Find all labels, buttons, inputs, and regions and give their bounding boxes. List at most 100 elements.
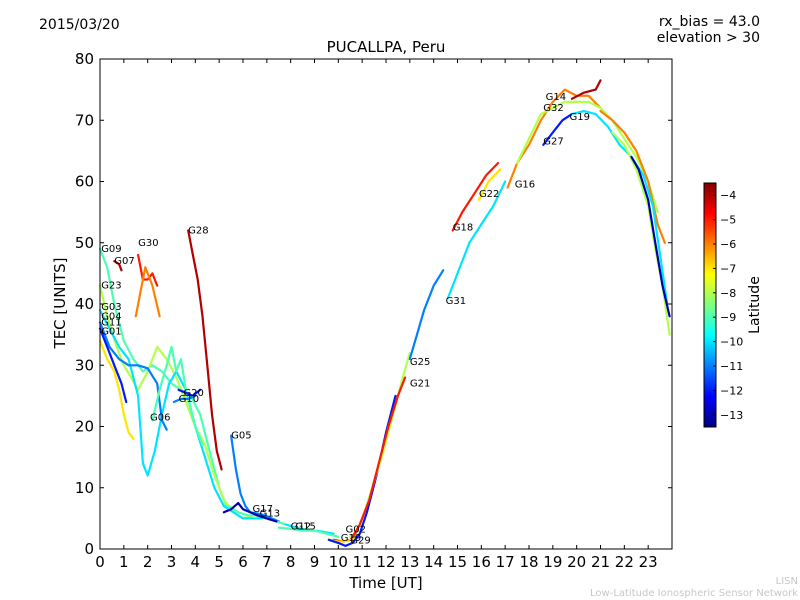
trace-label-g16: G16: [515, 180, 535, 191]
trace-label-g09: G09: [101, 244, 121, 255]
colorbar-tick-label: −13: [720, 409, 743, 422]
trace-g26: [599, 110, 666, 244]
trace-label-g30: G30: [138, 238, 158, 249]
trace-g18: [451, 162, 500, 232]
y-tick-label: 30: [75, 356, 94, 374]
trace-g10: [172, 394, 197, 404]
trace-label-g06: G06: [150, 412, 170, 423]
colorbar-tick-label: −10: [720, 336, 743, 349]
trace-g29: [327, 394, 397, 547]
trace-label-g11: G11: [101, 317, 121, 328]
colorbar-tick-label: −12: [720, 384, 743, 397]
trace-g28: [187, 229, 223, 471]
colorbar-tick-label: −6: [720, 238, 736, 251]
trace-label-g28: G28: [188, 226, 208, 237]
trace-g04: [98, 321, 168, 431]
chart-title: PUCALLPA, Peru: [326, 38, 446, 56]
y-tick-label: 10: [75, 479, 94, 497]
trace-label-g29: G29: [350, 535, 370, 546]
x-tick-label: 19: [543, 553, 562, 571]
trace-label-g25: G25: [410, 357, 430, 368]
x-tick-label: 0: [95, 553, 105, 571]
x-tick-label: 15: [448, 553, 467, 571]
y-tick-label: 60: [75, 173, 94, 191]
trace-label-g22: G22: [479, 189, 499, 200]
trace-label-g32: G32: [543, 103, 563, 114]
trace-g20: [177, 388, 202, 397]
trace-g31: [408, 269, 445, 361]
trace-label-g17: G17: [253, 504, 273, 515]
x-tick-label: 22: [615, 553, 634, 571]
colorbar-ticks: −4 −5 −6 −7 −8 −9 −10 −11 −12 −13: [713, 189, 743, 422]
x-tick-label: 4: [191, 553, 201, 571]
rx-bias-label: rx_bias = 43.0: [658, 14, 760, 30]
trace-label-g14: G14: [546, 92, 566, 103]
trace-g31b: [446, 180, 507, 299]
x-tick-label: 7: [262, 553, 272, 571]
trace-label-g15: G15: [295, 521, 315, 532]
trace-label-g18: G18: [453, 222, 473, 233]
x-tick-label: 12: [376, 553, 395, 571]
trace-label-g20: G20: [183, 388, 203, 399]
x-tick-label: 20: [567, 553, 586, 571]
trace-g15: [277, 526, 340, 538]
x-tick-label: 17: [496, 553, 515, 571]
trace-label-g05: G05: [231, 431, 251, 442]
colorbar-tick-label: −5: [720, 214, 736, 227]
trace-label-g19: G19: [341, 533, 361, 544]
trace-label-g19: G19: [570, 112, 590, 123]
x-tick-label: 9: [310, 553, 320, 571]
trace-g07: [113, 260, 123, 272]
trace-label-g13: G13: [260, 508, 280, 519]
trace-label-g01: G01: [101, 327, 121, 338]
trace-layer: [98, 79, 671, 547]
x-axis: 0 1 2 3 4 5 6 7 8 9 10 11 12 13 14 15 16 17 18 19 20 21 22 23: [95, 59, 658, 571]
trace-g22: [477, 168, 502, 201]
x-tick-label: 16: [472, 553, 491, 571]
x-axis-label: Time [UT]: [349, 574, 423, 592]
x-tick-label: 8: [286, 553, 296, 571]
trace-label-g10: G10: [179, 394, 199, 405]
elevation-label: elevation > 30: [656, 30, 760, 46]
trace-label-g07: G07: [114, 256, 134, 267]
y-tick-label: 50: [75, 234, 94, 252]
trace-label-g27: G27: [543, 137, 563, 148]
trace-g11: [98, 327, 128, 404]
trace-g09: [98, 247, 228, 508]
colorbar-tick-label: −9: [720, 311, 736, 324]
x-tick-label: 23: [639, 553, 658, 571]
trace-g13c: [630, 155, 671, 318]
colorbar-tick-label: −4: [720, 189, 736, 202]
trace-label-g04: G04: [101, 311, 121, 322]
y-tick-label: 80: [75, 50, 94, 68]
x-tick-label: 10: [329, 553, 348, 571]
trace-g19b: [570, 110, 669, 306]
trace-g25: [349, 351, 411, 538]
colorbar-tick-label: −7: [720, 262, 736, 275]
trace-label-g03: G03: [101, 302, 121, 313]
x-tick-label: 2: [143, 553, 153, 571]
date-label: 2015/03/20: [39, 17, 120, 33]
y-tick-label: 20: [75, 418, 94, 436]
colorbar-tick-label: −8: [720, 287, 736, 300]
trace-g06: [151, 345, 204, 446]
trace-g13: [222, 502, 278, 523]
trace-label-g23: G23: [101, 281, 121, 292]
x-tick-label: 21: [591, 553, 610, 571]
trace-g30b: [134, 266, 161, 318]
trace-g27: [542, 113, 573, 146]
y-tick-label: 40: [75, 295, 94, 313]
y-tick-label: 70: [75, 111, 94, 129]
trace-label-g31: G31: [446, 296, 466, 307]
y-axis: 0 10 20 30 40 50 60 70 80: [75, 50, 672, 558]
x-tick-label: 3: [167, 553, 177, 571]
plot-frame: [99, 58, 673, 550]
x-tick-label: 1: [119, 553, 129, 571]
x-tick-label: 13: [400, 553, 419, 571]
footer-lisn: LISN: [775, 576, 798, 587]
trace-g30: [137, 253, 159, 287]
trace-g14: [570, 79, 602, 100]
footer-network: Low-Latitude Ionospheric Sensor Network: [590, 588, 798, 599]
